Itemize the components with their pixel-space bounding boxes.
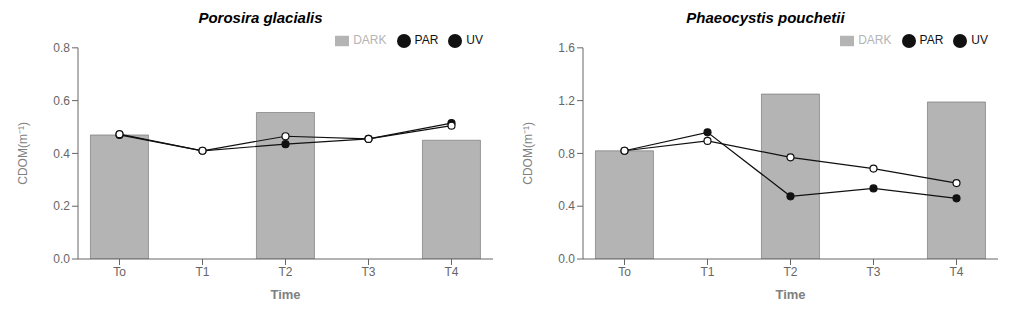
- svg-text:1.6: 1.6: [558, 41, 575, 55]
- svg-text:0.0: 0.0: [53, 252, 70, 266]
- html-text:Phaeocystis pouchetii: Phaeocystis pouchetii: [686, 9, 845, 26]
- svg-text:T4: T4: [949, 265, 963, 279]
- html-text:DARK: DARK: [353, 33, 387, 47]
- svg-text:CDOM(m⁻¹): CDOM(m⁻¹): [16, 122, 30, 185]
- html-text:UV: UV: [971, 33, 988, 47]
- svg-text:T1: T1: [195, 265, 209, 279]
- svg-text:0.4: 0.4: [53, 147, 70, 161]
- html-text:UV: UV: [466, 33, 483, 47]
- svg-text:Time: Time: [270, 287, 300, 302]
- svg-text:1.2: 1.2: [558, 94, 575, 108]
- svg-text:0.4: 0.4: [558, 199, 575, 213]
- svg-text:To: To: [618, 265, 631, 279]
- svg-text:0.0: 0.0: [558, 252, 575, 266]
- svg-text:T4: T4: [444, 265, 458, 279]
- html-text:PAR: PAR: [919, 33, 944, 47]
- svg-text:0.6: 0.6: [53, 94, 70, 108]
- html-text:Porosira glacialis: Porosira glacialis: [198, 9, 323, 26]
- svg-text:T3: T3: [866, 265, 880, 279]
- svg-text:T1: T1: [700, 265, 714, 279]
- html-text:DARK: DARK: [858, 33, 892, 47]
- html-text:PAR: PAR: [414, 33, 439, 47]
- svg-text:To: To: [113, 265, 126, 279]
- svg-text:Time: Time: [775, 287, 805, 302]
- svg-text:T2: T2: [278, 265, 292, 279]
- svg-text:0.8: 0.8: [558, 147, 575, 161]
- svg-text:0.8: 0.8: [53, 41, 70, 55]
- svg-text:0.2: 0.2: [53, 199, 70, 213]
- svg-text:T2: T2: [783, 265, 797, 279]
- svg-text:T3: T3: [361, 265, 375, 279]
- svg-text:CDOM(m⁻¹): CDOM(m⁻¹): [521, 122, 535, 185]
